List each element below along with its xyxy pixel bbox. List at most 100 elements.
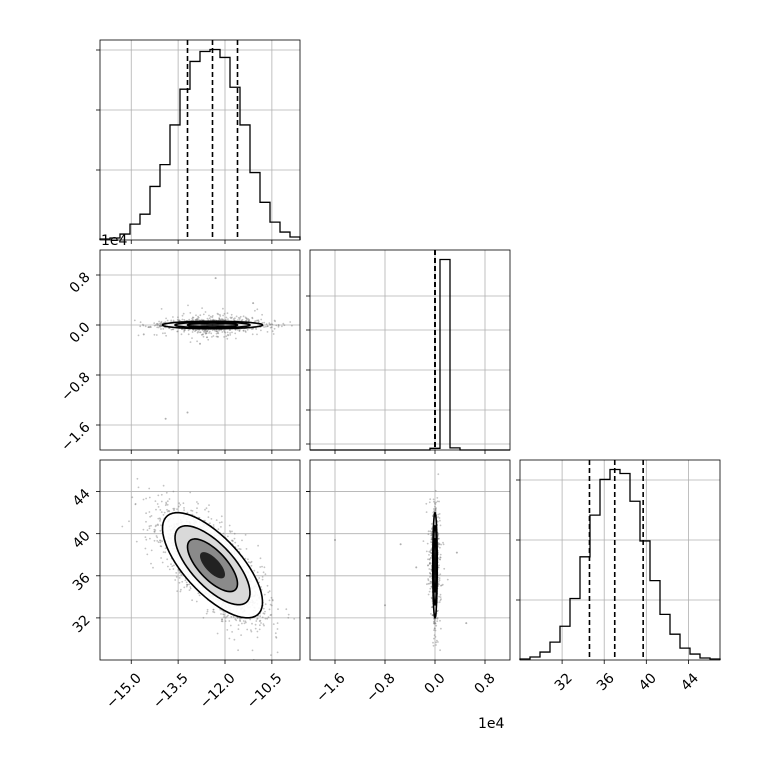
- sample-point: [205, 507, 208, 510]
- sample-point: [148, 326, 151, 329]
- sample-point: [291, 324, 293, 327]
- sample-point: [238, 330, 241, 332]
- sample-point: [172, 507, 175, 510]
- sample-point: [443, 567, 446, 570]
- sample-point: [215, 519, 218, 521]
- sample-point: [434, 505, 436, 508]
- sample-point: [434, 507, 437, 510]
- sample-point: [191, 510, 194, 512]
- sample-point: [165, 491, 168, 494]
- sample-point: [202, 616, 205, 619]
- sample-point: [201, 329, 204, 332]
- sample-point: [430, 532, 433, 535]
- sample-point: [202, 313, 205, 316]
- sample-point: [242, 330, 245, 332]
- sample-point: [434, 503, 437, 506]
- sample-point: [251, 622, 253, 625]
- sample-point: [206, 330, 208, 333]
- sample-point: [217, 528, 220, 530]
- sample-point: [121, 525, 124, 528]
- sample-point: [225, 316, 228, 319]
- sample-point: [213, 611, 216, 614]
- sample-point: [189, 491, 192, 494]
- sample-point: [161, 561, 164, 564]
- sample-point: [159, 541, 162, 544]
- sample-point: [217, 332, 220, 335]
- sample-point: [229, 332, 232, 334]
- sample-point: [227, 535, 229, 538]
- sample-point: [230, 615, 233, 618]
- sample-point: [131, 496, 134, 499]
- sample-point: [206, 330, 209, 333]
- sample-point: [199, 331, 201, 334]
- sample-point: [262, 607, 265, 610]
- sample-point: [178, 319, 181, 322]
- sample-point: [260, 318, 263, 321]
- sample-point: [245, 621, 247, 624]
- sample-point: [196, 507, 198, 510]
- sample-point: [251, 327, 253, 330]
- sample-point: [261, 616, 264, 619]
- sample-point: [437, 566, 440, 569]
- sample-point: [177, 316, 179, 319]
- sample-point: [153, 528, 156, 531]
- sample-point: [246, 328, 249, 331]
- sample-point: [216, 632, 219, 635]
- sample-point: [231, 540, 234, 542]
- sample-point: [176, 508, 178, 510]
- sample-point: [192, 316, 195, 319]
- sample-point: [147, 326, 150, 328]
- sample-point: [436, 617, 439, 620]
- sample-point: [430, 551, 433, 554]
- sample-point: [432, 644, 435, 647]
- sample-point: [267, 591, 270, 594]
- sample-point: [431, 527, 433, 530]
- sample-point: [156, 503, 159, 505]
- sample-point: [160, 524, 163, 527]
- sample-point: [142, 324, 145, 327]
- sample-point: [439, 524, 442, 527]
- sample-point: [259, 615, 261, 618]
- sample-point: [438, 543, 441, 545]
- sample-point: [427, 593, 430, 596]
- histogram-panel-1: [306, 250, 510, 451]
- sample-point: [195, 511, 198, 514]
- sample-point: [264, 573, 267, 576]
- sample-point: [268, 599, 271, 602]
- sample-point: [135, 540, 138, 543]
- sample-point: [223, 312, 226, 315]
- sample-point: [229, 328, 232, 331]
- sample-point: [263, 566, 266, 569]
- sample-point: [438, 595, 440, 598]
- sample-point: [153, 322, 156, 324]
- sample-point: [264, 603, 267, 606]
- sample-point: [259, 557, 262, 560]
- sample-point: [240, 319, 243, 322]
- sample-point: [257, 320, 260, 323]
- sample-point: [434, 502, 436, 505]
- sample-point: [208, 332, 210, 334]
- sample-point: [220, 318, 223, 321]
- sample-point: [150, 515, 153, 517]
- sample-point: [434, 509, 436, 512]
- sample-point: [439, 519, 441, 522]
- sample-point: [437, 532, 440, 535]
- sample-point: [139, 321, 142, 324]
- sample-point: [266, 325, 269, 328]
- sample-point: [425, 550, 428, 553]
- hist2-frame: [519, 459, 721, 661]
- sample-point: [158, 324, 161, 327]
- sample-point: [155, 334, 158, 336]
- sample-point: [159, 509, 162, 511]
- sample-point: [439, 546, 441, 549]
- sample-point: [229, 531, 232, 533]
- sample-point: [164, 547, 167, 550]
- sample-point: [267, 616, 270, 619]
- sample-point: [427, 564, 429, 567]
- sample-point: [160, 493, 163, 496]
- sample-point: [136, 477, 139, 480]
- sample-point: [428, 572, 431, 574]
- sample-point: [155, 323, 158, 325]
- sample-point: [428, 568, 431, 570]
